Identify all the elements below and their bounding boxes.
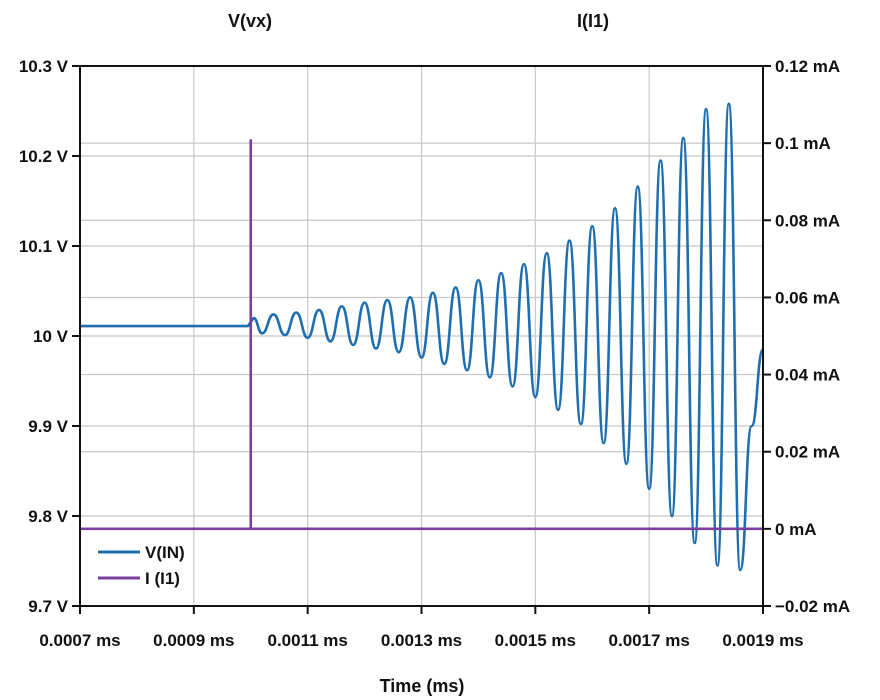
series-layer: [80, 102, 765, 572]
x-tick-label-3: 0.0013 ms: [381, 631, 462, 650]
left-tick-label-6: 10.3 V: [19, 57, 69, 76]
left-tick-label-1: 9.8 V: [28, 507, 68, 526]
right-axis-header: I(I1): [577, 11, 609, 31]
legend-label-vin: V(IN): [145, 543, 185, 562]
x-tick-label-6: 0.0019 ms: [722, 631, 803, 650]
x-tick-label-4: 0.0015 ms: [495, 631, 576, 650]
left-tick-label-2: 9.9 V: [28, 417, 68, 436]
right-tick-label-6: 0.1 mA: [775, 134, 831, 153]
left-tick-label-0: 9.7 V: [28, 597, 68, 616]
right-tick-label-1: 0 mA: [775, 520, 817, 539]
left-axis-header: V(vx): [228, 11, 272, 31]
legend: V(IN) I (I1): [98, 543, 185, 588]
series-line-vin: [80, 102, 765, 572]
right-tick-label-4: 0.06 mA: [775, 288, 840, 307]
left-tick-label-4: 10.1 V: [19, 237, 69, 256]
legend-label-i1: I (I1): [145, 569, 180, 588]
right-tick-label-7: 0.12 mA: [775, 57, 840, 76]
right-tick-label-3: 0.04 mA: [775, 366, 840, 385]
x-tick-label-5: 0.0017 ms: [609, 631, 690, 650]
x-axis-ticks: 0.0007 ms 0.0009 ms 0.0011 ms 0.0013 ms 0.00…: [39, 606, 804, 650]
x-axis-title: Time (ms): [380, 676, 465, 696]
left-tick-label-3: 10 V: [33, 327, 69, 346]
left-tick-label-5: 10.2 V: [19, 147, 69, 166]
right-tick-label-5: 0.08 mA: [775, 211, 840, 230]
grid-lines: [79, 65, 764, 607]
right-tick-label-2: 0.02 mA: [775, 443, 840, 462]
left-axis-ticks: 9.7 V 9.8 V 9.9 V 10 V 10.1 V 10.2 V 10.3 V: [19, 57, 80, 616]
series-line-i1: [80, 139, 763, 531]
x-tick-label-2: 0.0011 ms: [267, 631, 347, 650]
right-axis-ticks: −0.02 mA 0 mA 0.02 mA 0.04 mA 0.06 mA 0.08 mA…: [763, 57, 850, 616]
right-tick-label-0: −0.02 mA: [775, 597, 850, 616]
x-tick-label-0: 0.0007 ms: [39, 631, 120, 650]
x-tick-label-1: 0.0009 ms: [153, 631, 234, 650]
